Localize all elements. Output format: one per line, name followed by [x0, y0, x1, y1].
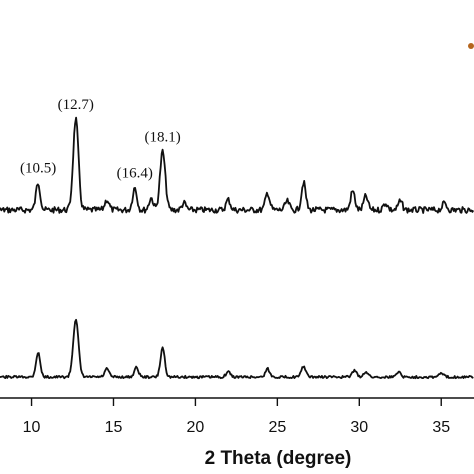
x-tick-label: 20: [187, 419, 205, 436]
x-tick-label: 10: [23, 419, 41, 436]
x-axis-title: 2 Theta (degree): [205, 448, 352, 469]
xrd-trace-1: [0, 116, 474, 214]
peak-annotation: (18.1): [145, 130, 181, 146]
xrd-trace-2: [0, 318, 474, 380]
x-tick-label: 15: [105, 419, 123, 436]
peak-annotation: (10.5): [20, 160, 56, 176]
peak-annotation: (12.7): [58, 97, 94, 113]
x-tick-label: 35: [432, 419, 450, 436]
x-ticks-group: 10 15 20 25 30 35: [23, 398, 450, 436]
legend-marker-icon: [468, 43, 474, 49]
traces-group: [0, 116, 474, 380]
peak-annotation: (16.4): [117, 166, 153, 182]
x-tick-label: 30: [350, 419, 368, 436]
peak-annotations-group: .3)(10.5)(12.7)(16.4)(18.1): [20, 97, 181, 182]
x-tick-label: 25: [268, 419, 286, 436]
